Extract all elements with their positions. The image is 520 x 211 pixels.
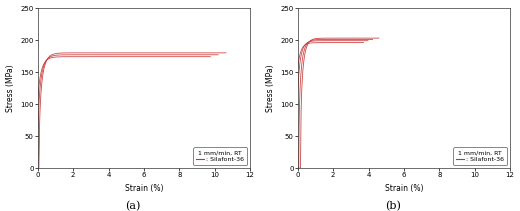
X-axis label: Strain (%): Strain (%): [385, 184, 423, 193]
Legend: : Silafont-36: : Silafont-36: [453, 147, 507, 165]
Text: (b): (b): [385, 201, 400, 211]
Y-axis label: Stress (MPa): Stress (MPa): [6, 64, 15, 112]
Y-axis label: Stress (MPa): Stress (MPa): [266, 64, 275, 112]
X-axis label: Strain (%): Strain (%): [125, 184, 163, 193]
Text: (a): (a): [125, 201, 140, 211]
Legend: : Silafont-36: : Silafont-36: [193, 147, 247, 165]
